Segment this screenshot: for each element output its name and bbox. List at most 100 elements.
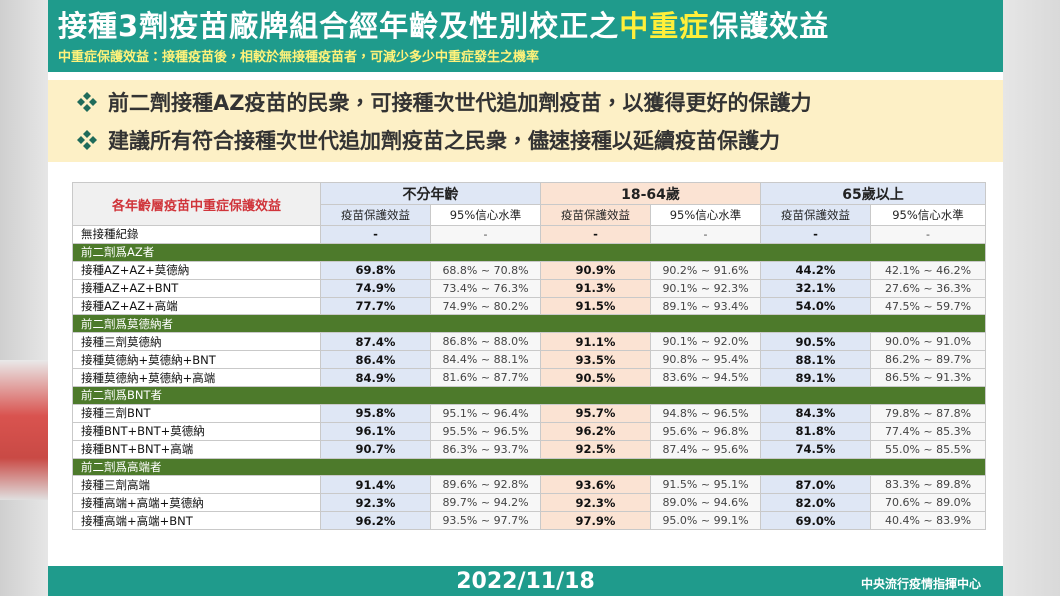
confidence-interval: - xyxy=(430,225,541,244)
title: 接種3劑疫苗廠牌組合經年齡及性別校正之中重症保護效益 xyxy=(58,3,829,45)
confidence-interval: 91.5% ~ 95.1% xyxy=(650,475,761,495)
header-row: 各年齡層疫苗中重症保護效益 不分年齡 18-64歲 65歲以上 xyxy=(72,182,987,226)
row-label: 接種三劑莫德納 xyxy=(72,332,321,352)
confidence-interval: 84.4% ~ 88.1% xyxy=(430,350,541,370)
efficacy-value: - xyxy=(540,225,651,244)
data-row: 接種三劑高端 91.4% 89.6% ~ 92.8% 93.6% 91.5% ~ 95.… xyxy=(72,475,987,495)
confidence-interval: 77.4% ~ 85.3% xyxy=(869,421,987,441)
efficacy-value: 90.5% xyxy=(540,368,651,388)
subheader: 95%信心水準 xyxy=(650,204,761,226)
confidence-interval: - xyxy=(650,225,761,244)
confidence-interval: 40.4% ~ 83.9% xyxy=(869,511,987,531)
table-head: 各年齡層疫苗中重症保護效益 不分年齡 18-64歲 65歲以上 疫苗保護效益 95%信心水… xyxy=(72,182,987,226)
efficacy-value: - xyxy=(320,225,431,244)
confidence-interval: 93.5% ~ 97.7% xyxy=(430,511,541,531)
confidence-interval: 86.5% ~ 91.3% xyxy=(869,368,987,388)
section-title: 前二劑爲莫德納者 xyxy=(71,314,987,334)
efficacy-value: 32.1% xyxy=(760,278,871,298)
efficacy-value: 69.8% xyxy=(320,260,431,280)
efficacy-value: 90.7% xyxy=(320,439,431,459)
efficacy-value: 86.4% xyxy=(320,350,431,370)
slide: 接種3劑疫苗廠牌組合經年齡及性別校正之中重症保護效益 中重症保護效益：接種疫苗後… xyxy=(48,0,1003,596)
section-row: 前二劑爲BNT者 xyxy=(71,386,987,405)
group-header: 18-64歲 xyxy=(540,182,761,205)
efficacy-value: 96.2% xyxy=(320,511,431,531)
date: 2022/11/18 xyxy=(456,569,595,594)
data-row: 接種AZ+AZ+高端 77.7% 74.9% ~ 80.2% 91.5% 89.1% ~… xyxy=(72,296,987,316)
efficacy-value: 95.7% xyxy=(540,403,651,423)
title-part: 保護效益 xyxy=(709,9,830,43)
confidence-interval: 95.1% ~ 96.4% xyxy=(430,403,541,423)
confidence-interval: 89.1% ~ 93.4% xyxy=(650,296,761,316)
efficacy-value: 92.5% xyxy=(540,439,651,459)
title-part: 接種3劑疫苗廠牌組合經年齡及性別校正之 xyxy=(58,9,620,43)
data-row: 接種莫德納+莫德納+高端 84.9% 81.6% ~ 87.7% 90.5% 83.6%… xyxy=(72,368,987,388)
data-row: 接種BNT+BNT+莫德納 96.1% 95.5% ~ 96.5% 96.2% 95.6… xyxy=(72,421,987,441)
efficacy-value: 92.3% xyxy=(540,493,651,513)
confidence-interval: 83.6% ~ 94.5% xyxy=(650,368,761,388)
group-header: 65歲以上 xyxy=(759,182,987,205)
efficacy-value: 91.1% xyxy=(540,332,651,352)
row-label: 接種莫德納+莫德納+高端 xyxy=(72,368,321,388)
confidence-interval: 95.5% ~ 96.5% xyxy=(430,421,541,441)
bullet-icon xyxy=(77,92,97,112)
efficacy-table: 各年齡層疫苗中重症保護效益 不分年齡 18-64歲 65歲以上 疫苗保護效益 95%信心水… xyxy=(71,182,987,531)
row-label: 接種AZ+AZ+高端 xyxy=(72,296,321,316)
efficacy-value: 93.6% xyxy=(540,475,651,495)
group-header: 不分年齡 xyxy=(320,182,541,205)
data-row: 接種BNT+BNT+高端 90.7% 86.3% ~ 93.7% 92.5% 87.4%… xyxy=(72,439,987,459)
confidence-interval: 89.7% ~ 94.2% xyxy=(430,493,541,513)
confidence-interval: 90.1% ~ 92.3% xyxy=(650,278,761,298)
confidence-interval: 27.6% ~ 36.3% xyxy=(869,278,987,298)
efficacy-value: 96.1% xyxy=(320,421,431,441)
efficacy-value: 74.9% xyxy=(320,278,431,298)
confidence-interval: - xyxy=(869,225,987,244)
row-label: 接種BNT+BNT+莫德納 xyxy=(72,421,321,441)
data-row: 接種高端+高端+BNT 96.2% 93.5% ~ 97.7% 97.9% 95.0% … xyxy=(72,511,987,531)
efficacy-value: 54.0% xyxy=(760,296,871,316)
efficacy-value: 84.3% xyxy=(760,403,871,423)
efficacy-value: 93.5% xyxy=(540,350,651,370)
row-label: 接種三劑BNT xyxy=(72,403,321,423)
subheader: 疫苗保護效益 xyxy=(320,204,431,226)
table-body: 無接種紀錄 - - - - - - 前二劑爲AZ者 接種AZ+AZ+莫德納 69.8% 68.8% … xyxy=(71,225,987,531)
confidence-interval: 74.9% ~ 80.2% xyxy=(430,296,541,316)
subheader: 95%信心水準 xyxy=(430,204,541,226)
efficacy-value: 44.2% xyxy=(760,260,871,280)
row-label: 接種高端+高端+莫德納 xyxy=(72,493,321,513)
confidence-interval: 55.0% ~ 85.5% xyxy=(869,439,987,459)
bullet-icon xyxy=(77,130,97,150)
confidence-interval: 42.1% ~ 46.2% xyxy=(869,260,987,280)
efficacy-value: 87.0% xyxy=(760,475,871,495)
confidence-interval: 86.8% ~ 88.0% xyxy=(430,332,541,352)
efficacy-value: 97.9% xyxy=(540,511,651,531)
efficacy-value: 90.9% xyxy=(540,260,651,280)
confidence-interval: 94.8% ~ 96.5% xyxy=(650,403,761,423)
note-text: 建議所有符合接種次世代追加劑疫苗之民衆，儘速接種以延續疫苗保護力 xyxy=(108,129,780,153)
subheader: 疫苗保護效益 xyxy=(760,204,871,226)
confidence-interval: 90.8% ~ 95.4% xyxy=(650,350,761,370)
confidence-interval: 83.3% ~ 89.8% xyxy=(869,475,987,495)
efficacy-value: 84.9% xyxy=(320,368,431,388)
confidence-interval: 86.2% ~ 89.7% xyxy=(869,350,987,370)
efficacy-value: 87.4% xyxy=(320,332,431,352)
note: 前二劑接種AZ疫苗的民衆，可接種次世代追加劑疫苗，以獲得更好的保護力 xyxy=(76,84,811,120)
row-label: 接種AZ+AZ+莫德納 xyxy=(72,260,321,280)
efficacy-value: 96.2% xyxy=(540,421,651,441)
row-label: 接種莫德納+莫德納+BNT xyxy=(72,350,321,370)
confidence-interval: 90.2% ~ 91.6% xyxy=(650,260,761,280)
data-row: 接種AZ+AZ+莫德納 69.8% 68.8% ~ 70.8% 90.9% 90.2% … xyxy=(72,260,987,280)
confidence-interval: 89.0% ~ 94.6% xyxy=(650,493,761,513)
efficacy-value: - xyxy=(760,225,871,244)
efficacy-value: 92.3% xyxy=(320,493,431,513)
section-title: 前二劑爲AZ者 xyxy=(71,242,987,262)
title-bar: 接種3劑疫苗廠牌組合經年齡及性別校正之中重症保護效益 中重症保護效益：接種疫苗後… xyxy=(48,0,1003,72)
confidence-interval: 86.3% ~ 93.7% xyxy=(430,439,541,459)
subheader: 疫苗保護效益 xyxy=(540,204,651,226)
row-label: 接種高端+高端+BNT xyxy=(72,511,321,531)
data-row: 接種高端+高端+莫德納 92.3% 89.7% ~ 94.2% 92.3% 89.0% … xyxy=(72,493,987,513)
confidence-interval: 73.4% ~ 76.3% xyxy=(430,278,541,298)
subheader: 95%信心水準 xyxy=(869,204,987,226)
data-row: 接種AZ+AZ+BNT 74.9% 73.4% ~ 76.3% 91.3% 90.1% … xyxy=(72,278,987,298)
